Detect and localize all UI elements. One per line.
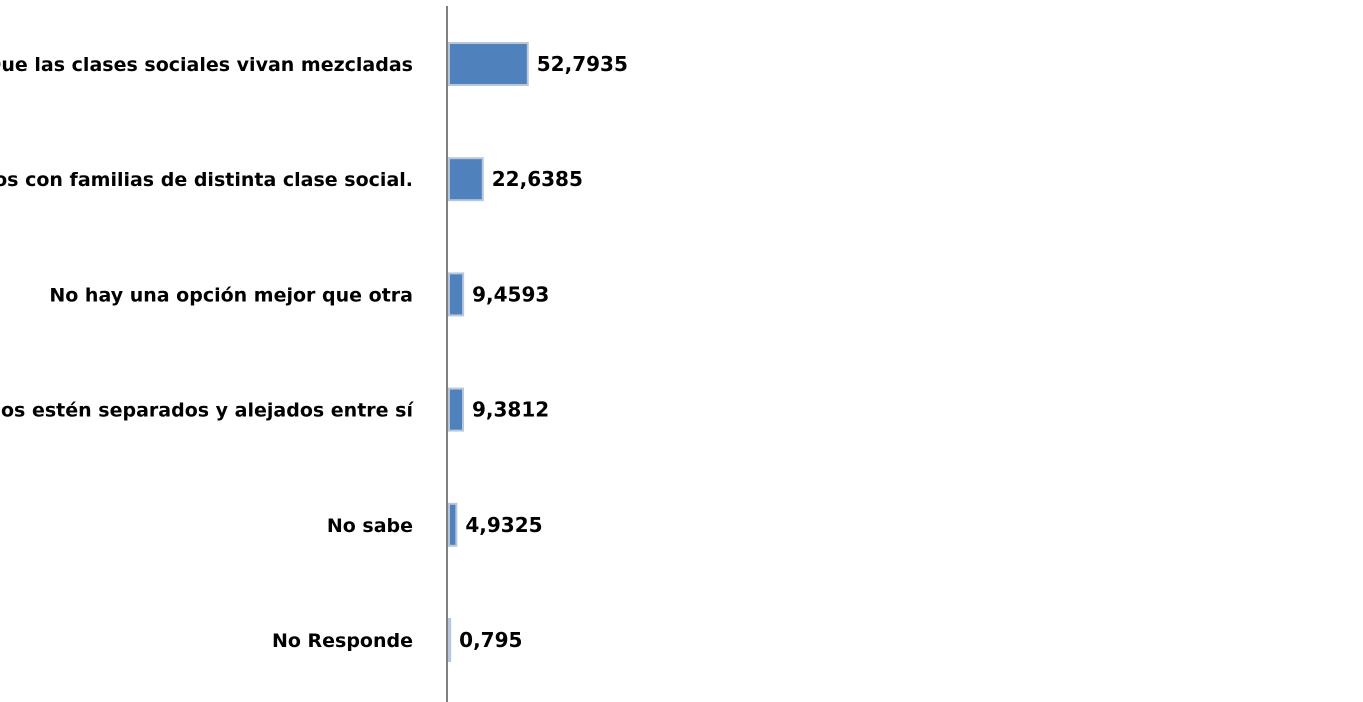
value-label: 4,9325	[465, 513, 542, 537]
bar	[448, 157, 484, 202]
category-label: No sabe	[327, 515, 413, 537]
bar	[448, 272, 465, 317]
value-label: 52,7935	[537, 52, 628, 76]
category-label: Que existan barrios con familias de dist…	[0, 169, 413, 191]
category-labels: Que las clases sociales vivan mezcladas Q…	[0, 54, 414, 652]
value-label: 9,4593	[472, 282, 549, 306]
bar	[448, 42, 529, 86]
value-labels: 52,7935 22,6385 9,4593 9,3812 4,9325 0,795	[459, 52, 628, 652]
bar	[448, 502, 458, 547]
bar	[448, 618, 452, 662]
category-label: Que los barrios estén separados y alejad…	[0, 400, 414, 422]
bars	[448, 42, 529, 662]
value-label: 9,3812	[472, 398, 549, 422]
value-label: 22,6385	[492, 167, 583, 191]
value-label: 0,795	[459, 628, 522, 652]
bar	[448, 387, 464, 432]
category-label: No hay una opción mejor que otra	[49, 284, 413, 306]
category-label: Que las clases sociales vivan mezcladas	[0, 54, 413, 76]
category-label: No Responde	[272, 630, 413, 652]
